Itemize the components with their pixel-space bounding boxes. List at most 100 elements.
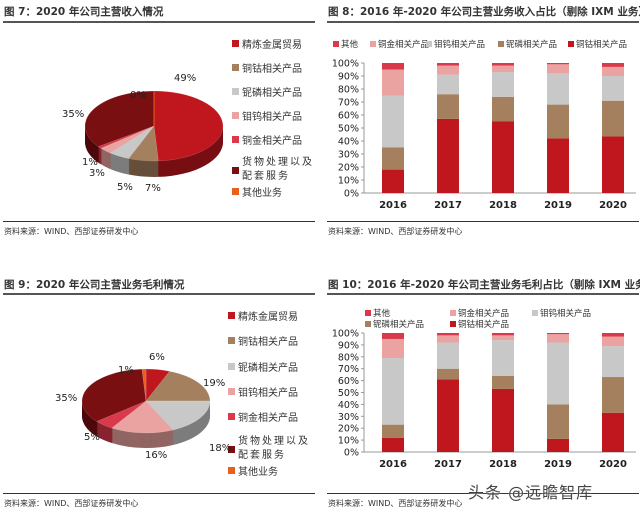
bar-segment <box>437 74 459 95</box>
bar-segment <box>437 63 459 66</box>
pie-data-label: 49% <box>174 73 196 84</box>
fig9-title: 图 9：2020 年公司主营业务毛利情况 <box>4 279 185 291</box>
pie-slice <box>128 125 159 162</box>
legend-label: 铜钴相关产品 <box>242 64 302 75</box>
legend-swatch <box>498 41 504 47</box>
legend-label: 精炼金属贸易 <box>242 40 302 51</box>
pie-data-label: 19% <box>203 378 225 389</box>
x-tick-label: 2019 <box>544 459 572 470</box>
bar-segment <box>547 333 569 335</box>
bar-segment <box>602 66 624 76</box>
source-note: 资料来源：WIND、西部证券研发中心 <box>328 227 463 236</box>
bar-segment <box>602 136 624 193</box>
divider <box>327 21 639 23</box>
x-tick-label: 2018 <box>489 459 517 470</box>
legend-item: 铜金相关产品 <box>232 132 302 147</box>
y-tick-label: 0% <box>344 448 359 459</box>
bar-segment <box>602 336 624 347</box>
legend-swatch <box>365 310 371 316</box>
legend-swatch <box>232 40 239 47</box>
legend-swatch <box>333 41 339 47</box>
legend-swatch <box>228 312 235 319</box>
divider <box>3 221 315 222</box>
legend-label: 钼钨相关产品 <box>540 309 592 319</box>
legend-item: 精炼金属贸易 <box>232 36 302 51</box>
bar-segment <box>437 333 459 336</box>
y-tick-label: 90% <box>338 72 359 83</box>
y-tick-label: 20% <box>338 424 359 435</box>
legend-item: 铜钴相关产品 <box>232 60 302 75</box>
legend-swatch <box>228 337 235 344</box>
watermark: 头条 @远瞻智库 <box>468 483 594 502</box>
y-tick-label: 40% <box>338 137 359 148</box>
legend-swatch <box>228 363 235 370</box>
legend-swatch <box>370 41 376 47</box>
legend-label: 铜钴相关产品 <box>458 320 510 330</box>
bar-segment <box>602 412 624 452</box>
y-tick-label: 10% <box>338 176 359 187</box>
x-tick-label: 2017 <box>434 200 462 211</box>
x-tick-label: 2017 <box>434 459 462 470</box>
x-tick-label: 2020 <box>599 200 627 211</box>
legend-swatch <box>228 467 235 474</box>
legend-swatch <box>228 388 235 395</box>
bar-segment <box>547 334 569 343</box>
x-tick-label: 2016 <box>379 459 407 470</box>
source-note: 资料来源：WIND、西部证券研发中心 <box>4 227 139 236</box>
legend-item: 铌磷相关产品 <box>232 84 302 99</box>
y-tick-label: 30% <box>338 150 359 161</box>
y-tick-label: 30% <box>338 412 359 423</box>
bar-segment <box>547 73 569 105</box>
x-tick-label: 2019 <box>544 200 572 211</box>
pie-data-label: 5% <box>117 182 133 193</box>
divider <box>3 21 315 23</box>
bar-segment <box>492 72 514 97</box>
legend-label: 铜金相关产品 <box>238 413 298 424</box>
legend-swatch <box>365 321 371 327</box>
pie-slice <box>96 400 147 429</box>
bar-segment <box>547 63 569 65</box>
legend-label: 铜金相关产品 <box>242 136 302 147</box>
legend-swatch <box>228 413 235 420</box>
y-tick-label: 60% <box>338 111 359 122</box>
legend-label: 铜钴相关产品 <box>576 40 628 50</box>
pie-slice <box>145 400 211 431</box>
pie-data-label: 0% <box>130 90 146 101</box>
legend-item: 钼钨相关产品 <box>228 384 298 399</box>
pie-slice <box>109 125 155 159</box>
legend-label: 钼钨相关产品 <box>238 388 298 399</box>
legend-item: 铜钴相关产品 <box>450 318 509 330</box>
divider <box>327 221 639 222</box>
bar-segment <box>602 100 624 137</box>
divider <box>327 293 639 295</box>
bar-segment <box>602 76 624 101</box>
legend-item: 铌磷相关产品 <box>228 359 298 374</box>
legend-label: 其他业务 <box>242 188 282 199</box>
y-tick-label: 100% <box>332 329 359 340</box>
pie-slice <box>153 90 224 162</box>
legend-label: 货物处理以及配套服务 <box>238 436 310 461</box>
source-note: 资料来源：WIND、西部证券研发中心 <box>328 499 463 508</box>
bar-segment <box>437 379 459 452</box>
legend-label: 铌磷相关产品 <box>506 40 558 50</box>
legend-item: 铜金相关产品 <box>228 409 298 424</box>
legend-label: 其他业务 <box>238 467 278 478</box>
bar-segment <box>382 169 404 193</box>
pie-slice <box>100 125 155 154</box>
legend-label: 精炼金属贸易 <box>238 312 298 323</box>
legend-item: 其他业务 <box>232 184 282 199</box>
bar-segment <box>437 368 459 380</box>
y-tick-label: 0% <box>344 189 359 200</box>
y-tick-label: 10% <box>338 436 359 447</box>
legend-swatch <box>232 88 239 95</box>
pie-slice <box>145 370 211 402</box>
legend-item: 其他 <box>365 307 390 319</box>
legend-label: 铌磷相关产品 <box>373 320 425 330</box>
legend-swatch <box>232 64 239 71</box>
legend-item: 钼钨相关产品 <box>232 108 302 123</box>
bar-segment <box>382 338 404 358</box>
bar-segment <box>382 424 404 438</box>
y-tick-label: 50% <box>338 388 359 399</box>
